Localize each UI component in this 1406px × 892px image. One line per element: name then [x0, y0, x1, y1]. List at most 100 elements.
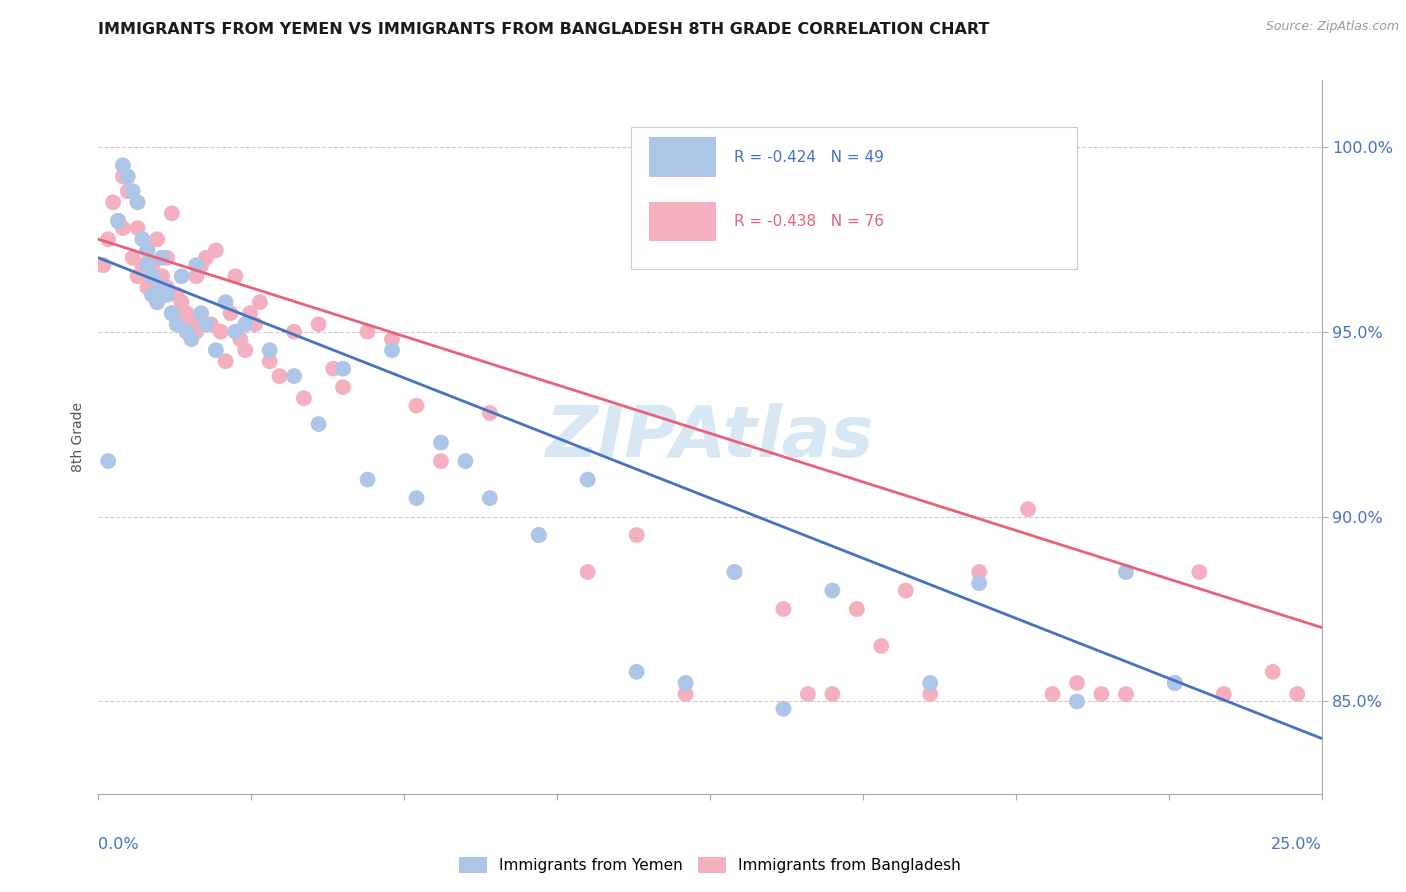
Point [1261, 665, 1284, 679]
Text: R = -0.424   N = 49: R = -0.424 N = 49 [734, 150, 884, 165]
Point [675, 676, 697, 690]
Point [626, 665, 648, 679]
Point [146, 295, 169, 310]
Point [381, 343, 404, 358]
Point [166, 287, 188, 301]
Point [894, 583, 917, 598]
Point [797, 687, 820, 701]
Point [170, 269, 193, 284]
Point [205, 343, 228, 358]
Point [131, 232, 153, 246]
Point [160, 306, 183, 320]
Point [136, 280, 159, 294]
Point [920, 676, 942, 690]
Point [1042, 687, 1064, 701]
Point [180, 318, 202, 332]
Point [1286, 687, 1309, 701]
Point [146, 232, 169, 246]
Point [107, 214, 129, 228]
Point [332, 361, 354, 376]
Point [176, 306, 198, 320]
Text: 0.0%: 0.0% [98, 837, 139, 852]
Point [219, 306, 242, 320]
Point [150, 269, 173, 284]
Point [136, 244, 159, 258]
Point [111, 221, 134, 235]
Y-axis label: 8th Grade: 8th Grade [72, 402, 86, 472]
Legend: Immigrants from Yemen, Immigrants from Bangladesh: Immigrants from Yemen, Immigrants from B… [453, 851, 967, 879]
Point [1066, 676, 1088, 690]
Point [141, 287, 163, 301]
Point [141, 269, 163, 284]
Point [150, 251, 173, 265]
Point [117, 184, 139, 198]
Bar [650, 137, 716, 177]
Point [121, 184, 143, 198]
Point [527, 528, 550, 542]
Point [1017, 502, 1039, 516]
Point [1164, 676, 1187, 690]
Point [967, 565, 990, 579]
Point [821, 687, 844, 701]
Point [156, 280, 179, 294]
Point [111, 169, 134, 184]
Bar [650, 202, 716, 241]
Point [141, 287, 163, 301]
Point [146, 295, 169, 310]
Point [283, 325, 305, 339]
Point [576, 473, 599, 487]
Point [233, 343, 256, 358]
FancyBboxPatch shape [630, 127, 1077, 269]
Point [205, 244, 228, 258]
Point [209, 325, 232, 339]
Point [91, 258, 114, 272]
Point [166, 318, 188, 332]
Text: Source: ZipAtlas.com: Source: ZipAtlas.com [1265, 20, 1399, 33]
Point [156, 287, 179, 301]
Point [186, 325, 208, 339]
Point [723, 565, 745, 579]
Point [127, 269, 149, 284]
Point [576, 565, 599, 579]
Point [97, 232, 120, 246]
Point [292, 391, 315, 405]
Point [405, 399, 427, 413]
Point [845, 602, 868, 616]
Point [478, 491, 501, 505]
Point [870, 639, 893, 653]
Point [243, 318, 266, 332]
Point [259, 354, 281, 368]
Text: IMMIGRANTS FROM YEMEN VS IMMIGRANTS FROM BANGLADESH 8TH GRADE CORRELATION CHART: IMMIGRANTS FROM YEMEN VS IMMIGRANTS FROM… [98, 22, 990, 37]
Point [224, 325, 246, 339]
Text: R = -0.438   N = 76: R = -0.438 N = 76 [734, 214, 884, 229]
Point [127, 221, 149, 235]
Point [141, 258, 163, 272]
Point [772, 702, 794, 716]
Point [821, 583, 844, 598]
Point [200, 318, 222, 332]
Point [1066, 694, 1088, 708]
Point [117, 169, 139, 184]
Point [675, 687, 697, 701]
Point [1164, 676, 1187, 690]
Point [1115, 565, 1137, 579]
Point [224, 269, 246, 284]
Point [259, 343, 281, 358]
Point [150, 280, 173, 294]
Point [127, 195, 149, 210]
Point [160, 306, 183, 320]
Point [170, 295, 193, 310]
Point [322, 361, 344, 376]
Point [430, 454, 453, 468]
Point [190, 306, 212, 320]
Point [195, 318, 218, 332]
Point [190, 258, 212, 272]
Point [626, 528, 648, 542]
Point [1188, 565, 1211, 579]
Point [186, 258, 208, 272]
Point [107, 214, 129, 228]
Point [723, 565, 745, 579]
Point [527, 528, 550, 542]
Point [249, 295, 271, 310]
Point [160, 206, 183, 220]
